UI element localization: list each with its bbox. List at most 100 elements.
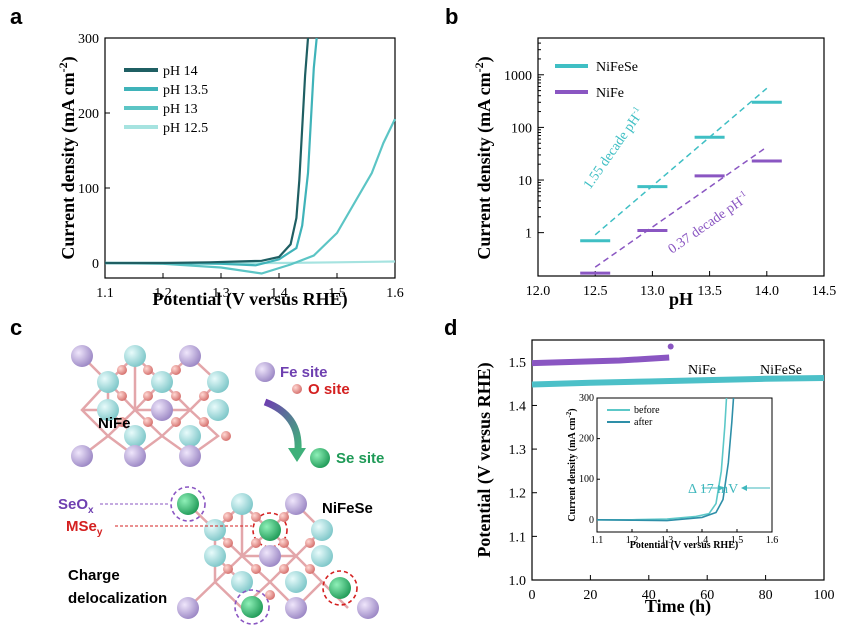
y-tick-label: 200: [78, 107, 99, 122]
mse-highlight: [252, 512, 288, 548]
panel-c: c: [10, 315, 384, 625]
series-band-nifese: [531, 375, 825, 388]
seox-highlight: [170, 486, 206, 522]
inset-arrow-left-head: [718, 485, 724, 491]
fe-atom: [71, 445, 93, 467]
panel-b: b 1 10 100 1000 12.0 12.5 13.0 13.5 14.0 14.5 Ni…: [445, 4, 836, 309]
inset-series-after: [596, 397, 735, 522]
fe-atom: [124, 445, 146, 467]
y-tick-label: 100: [511, 121, 532, 136]
x-tick-label: 20: [583, 588, 597, 603]
series-line-ph-13.5: [105, 37, 318, 267]
fe-atom: [151, 399, 173, 421]
o-atom: [171, 365, 181, 375]
x-tick-label: 1.5: [328, 286, 346, 301]
panel-a-label: a: [10, 4, 23, 29]
y-tick-label: 1.3: [509, 443, 527, 458]
x-tick-label: 12.5: [583, 284, 608, 299]
panel-b-annotation-nifese: 1.55 decade pH-1: [579, 104, 648, 192]
inset-arrow-right-head: [741, 485, 747, 491]
panel-a-y-label-text: Current density (mA cm: [58, 72, 79, 259]
panel-d: d 1.0 1.1 1.2 1.3 1.4 1.5 0 20 40 60 80 100 NiFe N…: [444, 315, 835, 617]
o-atom: [279, 538, 289, 548]
panel-b-y-label: Current density (mA cm-2): [472, 56, 495, 259]
o-atom: [171, 417, 181, 427]
y-tick-label: 1.0: [509, 574, 527, 589]
o-atom: [251, 512, 261, 522]
nifese-atoms: [170, 486, 379, 625]
mse-label-sub: y: [97, 527, 103, 538]
ni-atom: [204, 545, 226, 567]
legend-label: pH 13: [163, 102, 198, 117]
nife-end-point: [667, 343, 674, 350]
y-tick-label: 100: [78, 182, 99, 197]
o-site-legend-icon: [292, 384, 302, 394]
panel-d-x-label: Time (h): [645, 596, 711, 617]
fit-line: [594, 87, 768, 236]
fe-atom: [179, 345, 201, 367]
panel-b-x-label: pH: [669, 289, 693, 309]
panel-b-annotation-nife-text: 0.37 decade pH: [666, 195, 746, 257]
fe-atom: [71, 345, 93, 367]
x-tick-label: 100: [814, 588, 835, 603]
nife-atoms: [71, 345, 231, 467]
panel-d-x-ticks: 0 20 40 60 80 100: [529, 575, 835, 603]
o-atom: [223, 538, 233, 548]
inset-y-tick-label: 200: [579, 434, 594, 445]
inset-x-tick-label: 1.1: [591, 535, 604, 546]
panel-b-label: b: [445, 4, 458, 29]
panel-a-y-label: Current density (mA cm-2): [56, 56, 79, 259]
panel-b-legend: NiFeSe NiFe: [555, 60, 638, 101]
inset-x-tick-label: 1.3: [661, 535, 674, 546]
inset-x-tick-label: 1.6: [766, 535, 779, 546]
o-site-label: O site: [308, 381, 350, 398]
panel-d-frame: [531, 339, 825, 581]
legend-label: pH 12.5: [163, 121, 208, 136]
legend-label: pH 14: [163, 64, 198, 79]
inset-x-tick-label: 1.5: [731, 535, 744, 546]
o-atom: [223, 564, 233, 574]
se-site-label: Se site: [336, 450, 384, 467]
panel-b-annotation-nifese-text: 1.55 decade pH: [581, 112, 643, 192]
charge-label-line2: delocalization: [68, 590, 167, 607]
seox-label-text: SeO: [58, 496, 88, 513]
inset-series: [596, 397, 735, 522]
panel-b-y-label-close: ): [474, 56, 495, 62]
fe-site-label: Fe site: [280, 364, 328, 381]
charge-label-line1: Charge: [68, 567, 120, 584]
o-atom: [143, 391, 153, 401]
ni-atom: [311, 519, 333, 541]
nifese-label: NiFeSe: [322, 500, 373, 517]
o-atom: [221, 431, 231, 441]
se-atom: [241, 596, 263, 618]
transformation-arrow-head: [288, 448, 306, 462]
ni-atom: [207, 399, 229, 421]
x-tick-label: 60: [700, 588, 714, 603]
ni-atom: [97, 371, 119, 393]
inset-frame: [596, 397, 773, 533]
y-tick-label: 1.4: [509, 399, 527, 414]
mse-label-text: MSe: [66, 518, 97, 535]
o-atom: [305, 538, 315, 548]
panel-b-annotation-nife: 0.37 decade pH-1: [664, 188, 752, 257]
inset-y-label: Current density (mA cm-2): [565, 408, 578, 521]
panel-b-y-ticks: 1 10 100 1000: [504, 42, 544, 242]
o-atom: [279, 512, 289, 522]
series-line-ph-13: [104, 118, 396, 275]
o-atom: [265, 590, 275, 600]
panel-a-y-label-sup: -2: [56, 62, 70, 72]
inset-delta-label: Δ 17 mV: [688, 482, 738, 497]
y-tick-label: 1000: [504, 69, 532, 84]
fe-atom: [177, 597, 199, 619]
inset-x-tick-label: 1.2: [626, 535, 639, 546]
y-tick-label: 1.5: [509, 356, 527, 371]
x-tick-label: 12.0: [526, 284, 551, 299]
legend-label: NiFeSe: [596, 60, 638, 75]
panel-b-annotation-nife-sup: -1: [736, 188, 748, 200]
ni-atom: [231, 493, 253, 515]
panel-d-nife-label: NiFe: [688, 363, 716, 378]
inset-legend-label: before: [634, 405, 660, 416]
se-atom: [329, 577, 351, 599]
